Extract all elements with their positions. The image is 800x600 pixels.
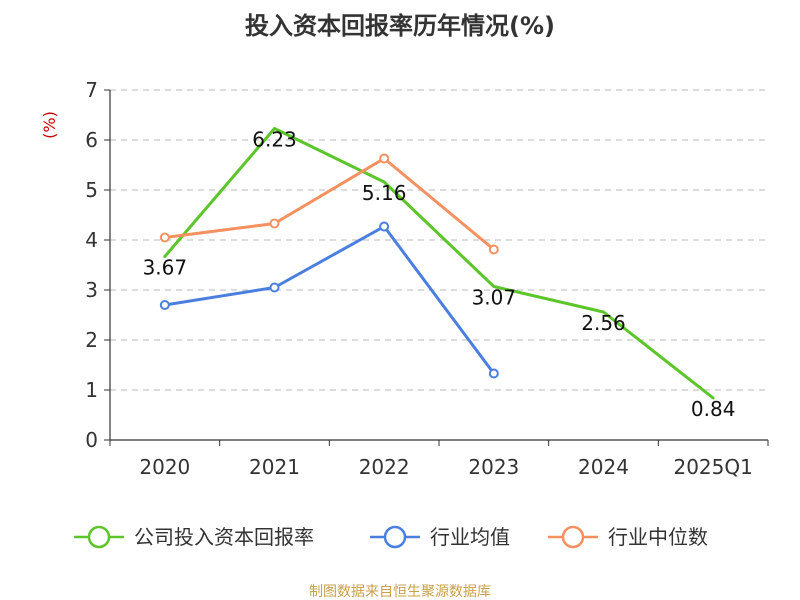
- series-lines: [159, 127, 715, 400]
- x-tick-label: 2020: [139, 455, 190, 479]
- data-point: [488, 244, 499, 255]
- data-label: 5.16: [362, 181, 407, 205]
- y-axis-label: (%): [40, 111, 59, 139]
- legend[interactable]: 公司投入资本回报率 行业均值 行业中位数: [74, 525, 708, 549]
- y-tick-label: 5: [85, 178, 98, 202]
- data-label: 0.84: [691, 397, 736, 421]
- legend-swatch-marker: [87, 525, 111, 549]
- data-label: 3.07: [472, 286, 517, 310]
- y-tick-label: 6: [85, 128, 98, 152]
- axes: 0 1 2 3 4 5 6 7 2020 2021 2022 2023 2024 2025Q1: [85, 78, 769, 479]
- data-point: [379, 153, 390, 164]
- data-point: [379, 221, 390, 232]
- y-tick-label: 4: [85, 228, 98, 252]
- data-label: 2.56: [581, 311, 626, 335]
- legend-swatch-marker: [561, 525, 585, 549]
- series-line-0: [163, 127, 715, 400]
- legend-item-1[interactable]: 行业均值: [370, 525, 510, 549]
- y-tick-label: 1: [85, 378, 98, 402]
- x-tick-label: 2025Q1: [673, 455, 752, 479]
- x-tick-label: 2022: [359, 455, 410, 479]
- source-note: 制图数据来自恒生聚源数据库: [309, 584, 491, 600]
- x-tick-label: 2023: [468, 455, 519, 479]
- legend-item-0[interactable]: 公司投入资本回报率: [74, 525, 314, 549]
- x-tick-label: 2021: [249, 455, 300, 479]
- data-label: 6.23: [252, 128, 297, 152]
- data-point: [159, 232, 170, 243]
- y-tick-label: 3: [85, 278, 98, 302]
- y-tick-label: 7: [85, 78, 98, 102]
- data-labels: 3.67 6.23 5.16 3.07 2.56 0.84: [143, 128, 736, 422]
- data-point: [269, 218, 280, 229]
- legend-label: 公司投入资本回报率: [134, 525, 314, 549]
- data-point: [488, 368, 499, 379]
- legend-swatch-marker: [383, 525, 407, 549]
- data-point: [159, 300, 170, 310]
- x-tick-label: 2024: [578, 455, 629, 479]
- chart-title: 投入资本回报率历年情况(%): [245, 12, 555, 40]
- series-line-2: [163, 157, 496, 251]
- legend-label: 行业中位数: [608, 525, 708, 549]
- y-tick-label: 0: [85, 428, 98, 452]
- y-tick-label: 2: [85, 328, 98, 352]
- legend-label: 行业均值: [430, 525, 510, 549]
- series-line-1: [163, 225, 496, 375]
- grid-lines: [110, 89, 768, 391]
- legend-item-2[interactable]: 行业中位数: [548, 525, 708, 549]
- data-label: 3.67: [143, 256, 188, 280]
- data-point: [269, 282, 280, 293]
